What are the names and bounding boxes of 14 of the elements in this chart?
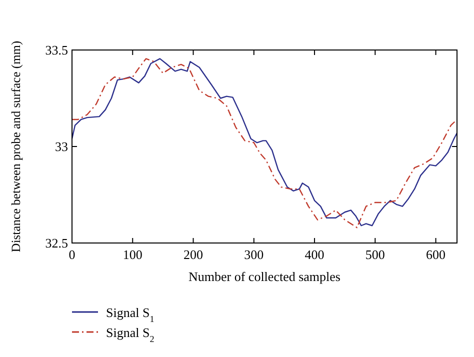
legend-label: Signal S$_{2}$ — [106, 325, 155, 344]
y-tick-label: 33 — [55, 139, 68, 154]
x-tick-label: 0 — [68, 247, 76, 262]
y-tick-label: 33.5 — [45, 42, 68, 58]
y-axis-title: Distance between probe and surface (mm) — [9, 40, 23, 252]
x-tick-label: 300 — [244, 247, 264, 262]
y-tick-label: 32.5 — [45, 236, 68, 250]
x-tick-label: 500 — [365, 247, 385, 262]
legend-label: Signal S$_{1}$ — [106, 305, 154, 324]
x-axis-title: Number of collected samples — [188, 269, 340, 284]
x-tick-label: 600 — [426, 247, 446, 262]
x-tick-label: 200 — [184, 247, 204, 262]
x-tick-label: 100 — [122, 247, 142, 262]
x-tick-label: 400 — [304, 247, 324, 262]
